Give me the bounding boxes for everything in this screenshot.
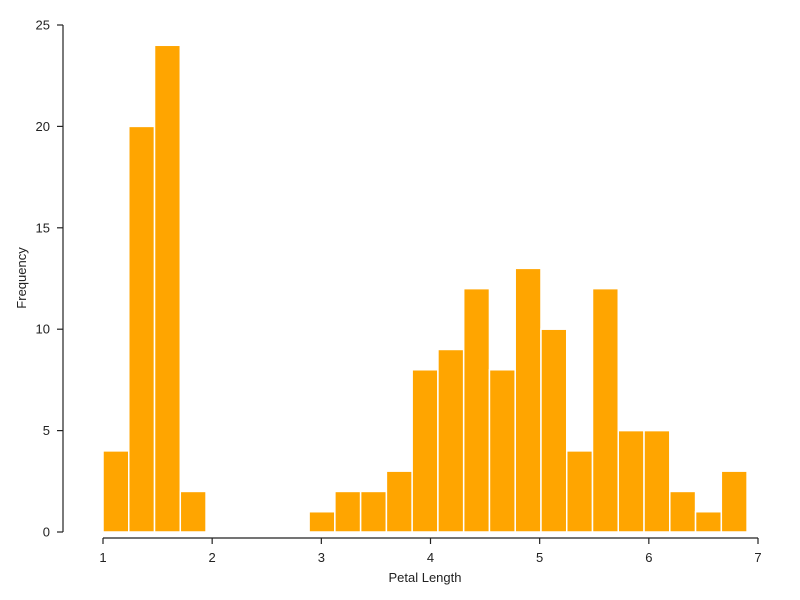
histogram-bar [488, 369, 516, 533]
histogram-bar [334, 490, 362, 533]
x-tick-label: 5 [536, 550, 543, 565]
histogram-bar [102, 450, 130, 533]
x-tick-label: 4 [427, 550, 434, 565]
y-tick-label: 20 [36, 119, 50, 134]
y-ticks-group: 0 5 10 15 20 25 [36, 18, 63, 540]
histogram-bar [669, 490, 697, 533]
histogram-bar [643, 429, 671, 533]
histogram-bar [359, 490, 388, 533]
histogram-bar [720, 470, 748, 533]
histogram-bar [617, 429, 645, 533]
y-tick-label: 10 [36, 322, 50, 337]
histogram-bar [437, 348, 465, 533]
histogram-bar [565, 450, 594, 533]
bars-group [102, 44, 748, 533]
histogram-bar [694, 510, 723, 533]
y-axis-label: Frequency [14, 247, 29, 309]
histogram-bar [153, 44, 182, 533]
x-tick-label: 1 [99, 550, 106, 565]
y-tick-label: 15 [36, 220, 50, 235]
histogram-bar [385, 470, 413, 533]
y-tick-label: 0 [43, 525, 50, 540]
histogram-bar [308, 510, 336, 533]
x-axis-label: Petal Length [388, 570, 461, 585]
histogram-bar [411, 369, 439, 533]
histogram-bar [128, 125, 156, 533]
x-tick-label: 6 [645, 550, 652, 565]
y-tick-label: 5 [43, 423, 50, 438]
y-tick-label: 25 [36, 18, 50, 33]
histogram-bar [591, 287, 620, 533]
histogram-bar [514, 267, 542, 533]
histogram-bar [179, 490, 207, 533]
x-tick-label: 2 [209, 550, 216, 565]
x-tick-label: 3 [318, 550, 325, 565]
x-ticks-group: 1 2 3 4 5 6 7 [99, 538, 762, 565]
x-tick-label: 7 [754, 550, 761, 565]
histogram-bar [462, 287, 491, 533]
histogram-bar [540, 328, 568, 533]
